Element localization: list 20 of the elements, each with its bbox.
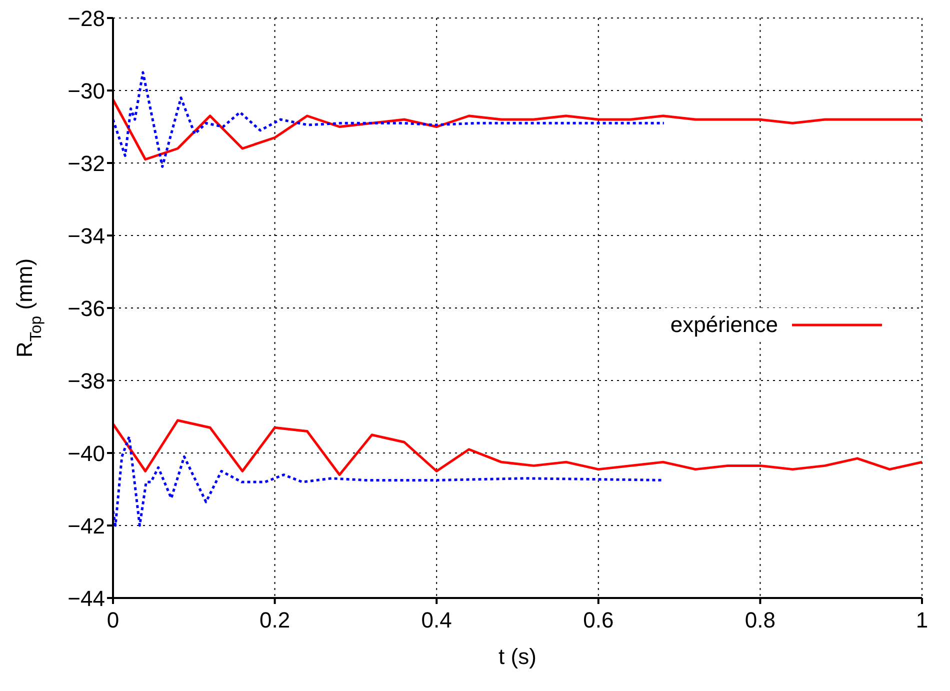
x-tick-label: 0.8 — [744, 608, 776, 633]
x-tick-label: 0 — [106, 608, 120, 633]
x-tick-label: 0.2 — [260, 608, 290, 633]
line-series — [113, 71, 666, 168]
y-tick-label: −38 — [68, 368, 105, 394]
y-tick-label: −36 — [68, 296, 105, 321]
y-tick-label: −34 — [68, 223, 105, 248]
y-tick-label: −40 — [68, 440, 105, 466]
x-tick-label: 0.6 — [583, 608, 614, 633]
x-tick-label: 0.4 — [421, 608, 452, 633]
y-tick-label: −32 — [68, 150, 105, 176]
line-series — [113, 419, 922, 476]
line-series — [113, 98, 922, 161]
x-axis-title: t (s) — [498, 644, 536, 669]
y-tick-label: −28 — [68, 6, 105, 31]
y-tick-label: −42 — [68, 513, 105, 538]
y-tick-label: −30 — [68, 78, 105, 104]
x-tick-label: 1 — [916, 608, 928, 633]
y-tick-label: −44 — [68, 586, 105, 611]
legend-label: expérience — [670, 312, 778, 338]
